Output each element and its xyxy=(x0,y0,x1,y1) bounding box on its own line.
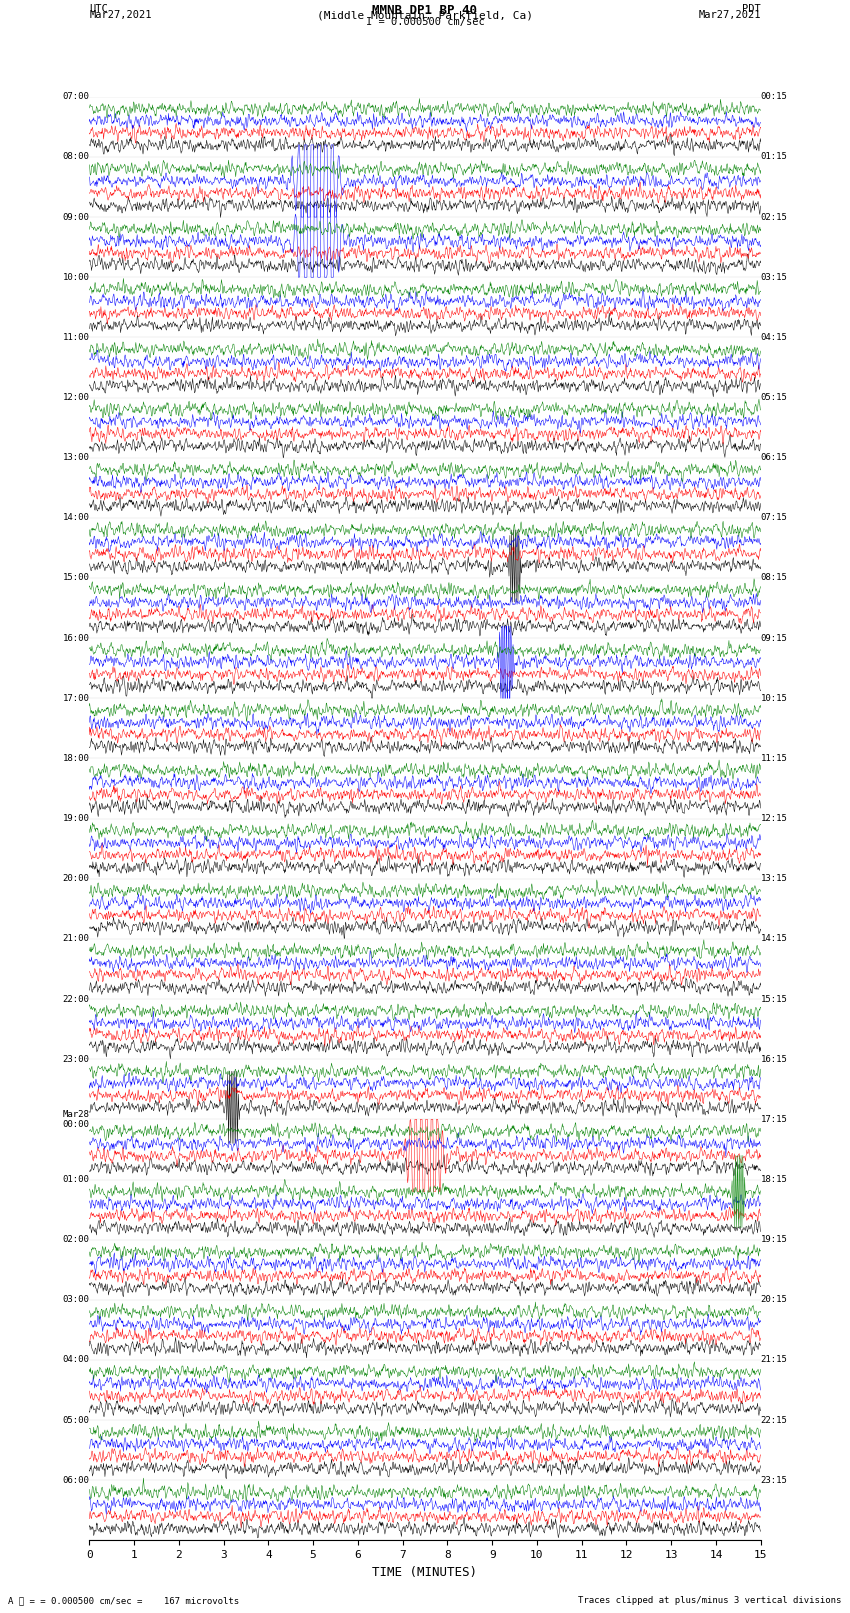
Text: 23:15: 23:15 xyxy=(761,1476,788,1484)
Text: 08:00: 08:00 xyxy=(62,153,89,161)
Text: 15:00: 15:00 xyxy=(62,574,89,582)
Text: 16:00: 16:00 xyxy=(62,634,89,642)
Text: 17:00: 17:00 xyxy=(62,694,89,703)
Text: 11:15: 11:15 xyxy=(761,753,788,763)
Text: 07:00: 07:00 xyxy=(62,92,89,102)
Text: MMNB DP1 BP 40: MMNB DP1 BP 40 xyxy=(372,5,478,18)
Text: 13:00: 13:00 xyxy=(62,453,89,463)
Text: 18:15: 18:15 xyxy=(761,1174,788,1184)
Text: PDT: PDT xyxy=(742,5,761,15)
Text: (Middle Mountain, Parkfield, Ca): (Middle Mountain, Parkfield, Ca) xyxy=(317,11,533,21)
Text: 06:00: 06:00 xyxy=(62,1476,89,1484)
Text: 02:00: 02:00 xyxy=(62,1236,89,1244)
Text: 13:15: 13:15 xyxy=(761,874,788,884)
Text: 20:15: 20:15 xyxy=(761,1295,788,1305)
Text: 12:15: 12:15 xyxy=(761,815,788,823)
Text: Mar27,2021: Mar27,2021 xyxy=(89,11,152,21)
Text: 00:15: 00:15 xyxy=(761,92,788,102)
Text: 05:15: 05:15 xyxy=(761,394,788,402)
Text: 19:15: 19:15 xyxy=(761,1236,788,1244)
Text: Traces clipped at plus/minus 3 vertical divisions: Traces clipped at plus/minus 3 vertical … xyxy=(578,1595,842,1605)
Text: 07:15: 07:15 xyxy=(761,513,788,523)
Text: 18:00: 18:00 xyxy=(62,753,89,763)
Text: Mar28
00:00: Mar28 00:00 xyxy=(62,1110,89,1129)
Text: I = 0.000500 cm/sec: I = 0.000500 cm/sec xyxy=(366,18,484,27)
Text: 19:00: 19:00 xyxy=(62,815,89,823)
Text: 10:15: 10:15 xyxy=(761,694,788,703)
Text: 15:15: 15:15 xyxy=(761,995,788,1003)
Text: 22:00: 22:00 xyxy=(62,995,89,1003)
Text: Mar27,2021: Mar27,2021 xyxy=(698,11,761,21)
Text: 16:15: 16:15 xyxy=(761,1055,788,1063)
Text: 06:15: 06:15 xyxy=(761,453,788,463)
Text: 17:15: 17:15 xyxy=(761,1115,788,1124)
Text: 09:00: 09:00 xyxy=(62,213,89,221)
Text: 03:00: 03:00 xyxy=(62,1295,89,1305)
Text: 09:15: 09:15 xyxy=(761,634,788,642)
Text: 14:00: 14:00 xyxy=(62,513,89,523)
Text: 21:15: 21:15 xyxy=(761,1355,788,1365)
Text: A ⎯ = = 0.000500 cm/sec =    167 microvolts: A ⎯ = = 0.000500 cm/sec = 167 microvolts xyxy=(8,1595,240,1605)
Text: 01:15: 01:15 xyxy=(761,153,788,161)
Text: 04:15: 04:15 xyxy=(761,332,788,342)
Text: 10:00: 10:00 xyxy=(62,273,89,282)
Text: 05:00: 05:00 xyxy=(62,1416,89,1424)
Text: 21:00: 21:00 xyxy=(62,934,89,944)
Text: 04:00: 04:00 xyxy=(62,1355,89,1365)
Text: 02:15: 02:15 xyxy=(761,213,788,221)
Text: 01:00: 01:00 xyxy=(62,1174,89,1184)
Text: 14:15: 14:15 xyxy=(761,934,788,944)
Text: 20:00: 20:00 xyxy=(62,874,89,884)
Text: 12:00: 12:00 xyxy=(62,394,89,402)
Text: 23:00: 23:00 xyxy=(62,1055,89,1063)
X-axis label: TIME (MINUTES): TIME (MINUTES) xyxy=(372,1566,478,1579)
Text: 22:15: 22:15 xyxy=(761,1416,788,1424)
Text: 03:15: 03:15 xyxy=(761,273,788,282)
Text: 08:15: 08:15 xyxy=(761,574,788,582)
Text: 11:00: 11:00 xyxy=(62,332,89,342)
Text: UTC: UTC xyxy=(89,5,108,15)
